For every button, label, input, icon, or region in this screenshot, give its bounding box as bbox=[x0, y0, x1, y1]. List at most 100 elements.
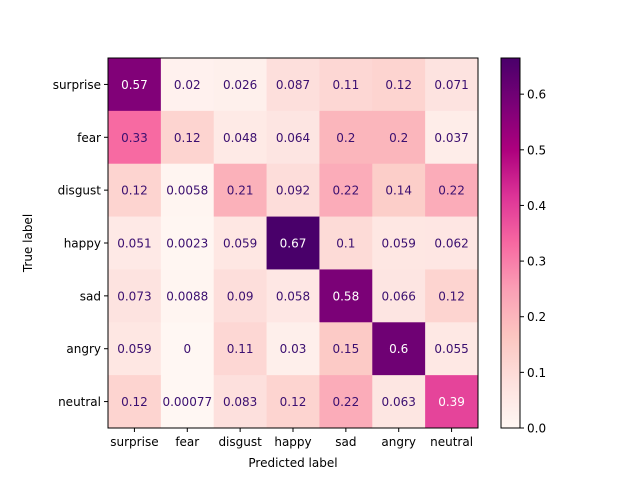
cell-value-label: 0.066 bbox=[382, 289, 416, 303]
heatmap-cell bbox=[266, 216, 320, 270]
cell-value-label: 0.059 bbox=[382, 237, 416, 251]
x-axis-label: Predicted label bbox=[248, 456, 337, 470]
y-tick-label: disgust bbox=[58, 184, 102, 198]
heatmap-cell bbox=[213, 375, 267, 429]
heatmap-cell bbox=[108, 216, 162, 270]
heatmap-cell bbox=[425, 58, 479, 112]
cell-value-label: 0.0088 bbox=[166, 289, 208, 303]
heatmap-cell bbox=[266, 269, 320, 323]
heatmap-cell bbox=[319, 322, 373, 376]
y-tick-label: surprise bbox=[53, 78, 101, 92]
heatmap-cell bbox=[160, 375, 215, 429]
cell-value-label: 0.22 bbox=[438, 184, 465, 198]
heatmap-cell bbox=[266, 322, 320, 376]
heatmap-cell bbox=[266, 58, 320, 112]
heatmap-cell bbox=[108, 163, 162, 217]
cell-value-label: 0.00077 bbox=[162, 395, 212, 409]
cell-value-label: 0.059 bbox=[223, 237, 257, 251]
heatmap-cell bbox=[372, 216, 426, 270]
cell-value-label: 0.67 bbox=[280, 237, 307, 251]
cell-value-label: 0.026 bbox=[223, 78, 257, 92]
cell-value-label: 0.051 bbox=[117, 237, 151, 251]
colorbar-tick-label: 0.2 bbox=[527, 310, 546, 324]
cell-value-label: 0.11 bbox=[227, 342, 254, 356]
cell-value-label: 0.2 bbox=[389, 131, 408, 145]
cell-value-label: 0.22 bbox=[332, 184, 359, 198]
cell-value-label: 0.0058 bbox=[166, 184, 208, 198]
cell-value-label: 0.14 bbox=[385, 184, 412, 198]
heatmap-cell bbox=[108, 58, 162, 112]
heatmap-cell bbox=[372, 269, 426, 323]
cell-value-label: 0.092 bbox=[276, 184, 310, 198]
cell-value-label: 0.12 bbox=[174, 131, 201, 145]
y-tick-label: happy bbox=[64, 237, 101, 251]
y-tick-label: sad bbox=[80, 289, 101, 303]
cell-value-label: 0 bbox=[183, 342, 191, 356]
heatmap-cell bbox=[319, 110, 373, 165]
cell-value-label: 0.6 bbox=[389, 342, 408, 356]
cell-value-label: 0.083 bbox=[223, 395, 257, 409]
cell-value-label: 0.57 bbox=[121, 78, 148, 92]
heatmap-cell bbox=[160, 216, 215, 270]
cell-value-label: 0.33 bbox=[121, 131, 148, 145]
heatmap-cell bbox=[425, 163, 479, 217]
cell-value-label: 0.048 bbox=[223, 131, 257, 145]
cell-value-label: 0.064 bbox=[276, 131, 310, 145]
heatmap-cell bbox=[425, 322, 479, 376]
heatmap-cell bbox=[266, 163, 320, 217]
colorbar bbox=[500, 57, 521, 429]
heatmap-cell bbox=[160, 110, 215, 165]
heatmap-cell bbox=[372, 110, 426, 165]
cell-value-label: 0.02 bbox=[174, 78, 201, 92]
cell-value-label: 0.09 bbox=[227, 289, 254, 303]
x-tick-label: sad bbox=[335, 435, 356, 449]
cell-value-label: 0.15 bbox=[332, 342, 359, 356]
heatmap-cell bbox=[213, 58, 267, 112]
heatmap-cell bbox=[372, 163, 426, 217]
y-tick-label: neutral bbox=[58, 395, 101, 409]
x-tick-label: neutral bbox=[430, 435, 473, 449]
cell-value-label: 0.12 bbox=[121, 184, 148, 198]
heatmap-cell bbox=[108, 322, 162, 376]
cell-value-label: 0.1 bbox=[336, 237, 355, 251]
cell-value-label: 0.12 bbox=[438, 289, 465, 303]
cell-value-label: 0.071 bbox=[434, 78, 468, 92]
heatmap-cell bbox=[266, 110, 320, 165]
heatmap-cell bbox=[108, 269, 162, 323]
colorbar-tick-label: 0.5 bbox=[527, 143, 546, 157]
heatmap-cell bbox=[319, 58, 373, 112]
colorbar-tick-label: 0.0 bbox=[527, 422, 546, 436]
colorbar-tick-label: 0.6 bbox=[527, 88, 546, 102]
heatmap-cell bbox=[160, 58, 215, 112]
cell-value-label: 0.21 bbox=[227, 184, 254, 198]
heatmap-cells bbox=[108, 58, 479, 429]
x-tick-label: happy bbox=[274, 435, 311, 449]
colorbar-ticks: 0.0 0.1 0.2 0.3 0.4 0.5 0.6 bbox=[520, 88, 546, 436]
cell-value-label: 0.03 bbox=[280, 342, 307, 356]
cell-value-label: 0.12 bbox=[280, 395, 307, 409]
y-axis-label: True label bbox=[21, 214, 35, 273]
heatmap-cell bbox=[213, 163, 267, 217]
heatmap-cell bbox=[108, 110, 162, 165]
heatmap-cell bbox=[266, 375, 320, 429]
heatmap-cell bbox=[160, 322, 215, 376]
heatmap-cell bbox=[425, 110, 479, 165]
heatmap-cell-labels: 0.57 0.02 0.026 0.087 0.11 0.12 0.071 0.33 0.12 0… bbox=[117, 78, 469, 409]
colorbar-tick-label: 0.1 bbox=[527, 366, 546, 380]
heatmap-cell bbox=[372, 58, 426, 112]
colorbar-tick-label: 0.4 bbox=[527, 199, 546, 213]
x-axis-ticks: surprise fear disgust happy sad angry neutral bbox=[110, 428, 473, 449]
cell-value-label: 0.059 bbox=[117, 342, 151, 356]
heatmap-cell bbox=[372, 375, 426, 429]
x-tick-label: surprise bbox=[110, 435, 158, 449]
heatmap-cell bbox=[160, 163, 215, 217]
x-tick-label: disgust bbox=[218, 435, 262, 449]
heatmap-cell bbox=[213, 216, 267, 270]
x-tick-label: angry bbox=[381, 435, 416, 449]
cell-value-label: 0.062 bbox=[434, 237, 468, 251]
cell-value-label: 0.22 bbox=[332, 395, 359, 409]
cell-value-label: 0.11 bbox=[332, 78, 359, 92]
heatmap-cell bbox=[108, 375, 162, 429]
cell-value-label: 0.0023 bbox=[166, 237, 208, 251]
